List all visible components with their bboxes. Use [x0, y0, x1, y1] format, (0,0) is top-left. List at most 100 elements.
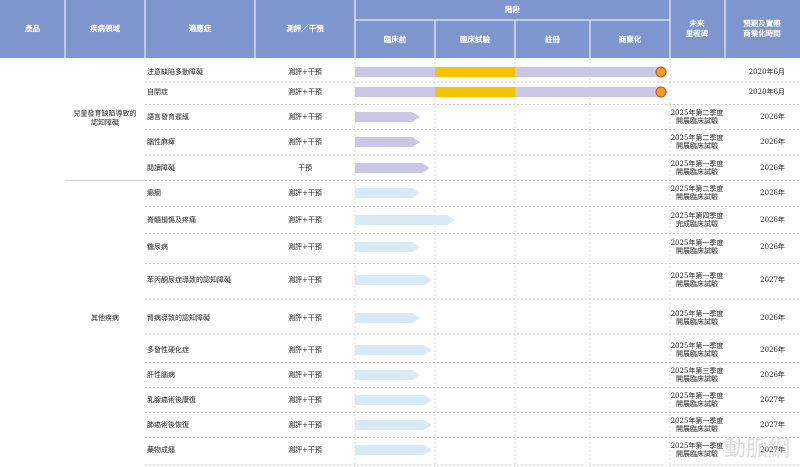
milestone: 2025年第一季度	[671, 271, 724, 280]
indication: 腎病導致的認知障礙	[147, 313, 210, 322]
milestone: 2025年第一季度	[671, 159, 724, 168]
time: 2020年6月	[749, 87, 785, 96]
milestone: 開展臨床試驗	[676, 167, 718, 176]
indication: 語言發育遲緩	[147, 112, 189, 121]
method: 測評+干預	[288, 370, 322, 379]
milestone: 開展臨床試驗	[676, 141, 718, 150]
header-cell: 未來	[690, 18, 705, 28]
method: 測評+干預	[288, 242, 322, 251]
milestone: 2025年第一季度	[671, 391, 724, 400]
time: 2027年	[760, 420, 785, 429]
group-label: 兒童發育缺陷導致的	[74, 109, 137, 118]
indication: 注意缺陷多動障礙	[147, 67, 203, 76]
header-cell: 里程碑	[686, 28, 709, 38]
milestone: 2025年第一季度	[671, 341, 724, 350]
progress-bar	[355, 242, 420, 252]
progress-bar	[355, 345, 432, 355]
progress-bar	[355, 275, 432, 285]
milestone: 2025年第一季度	[671, 309, 724, 318]
header-cell: 疾病領域	[90, 23, 120, 33]
header-cell: 註冊	[545, 34, 560, 44]
milestone: 開展臨床試驗	[676, 192, 718, 201]
milestone: 2025年第一季度	[671, 416, 724, 425]
group-label: 其他疾病	[91, 313, 119, 322]
milestone: 開展臨床試驗	[676, 374, 718, 383]
header-cell: 商業化時間	[743, 28, 781, 38]
clinical-segment	[435, 87, 515, 97]
milestone: 2025年第一季度	[671, 441, 724, 450]
progress-bar	[355, 420, 432, 430]
time: 2026年	[760, 163, 785, 172]
milestone: 開展臨床試驗	[676, 317, 718, 326]
group-label: 認知障礙	[91, 118, 119, 127]
time: 2026年	[760, 370, 785, 379]
milestone: 開展臨床試驗	[676, 449, 718, 458]
progress-bar	[355, 188, 420, 198]
indication: 苯丙酮尿症導致的認知障礙	[147, 275, 231, 284]
indication: 糖尿病	[147, 242, 168, 251]
milestone: 開展臨床試驗	[676, 116, 718, 125]
header-cell: 商業化	[619, 34, 642, 44]
milestone: 完成臨床試驗	[676, 219, 718, 228]
progress-bar	[355, 445, 432, 455]
indication: 肺癌術後恢復	[147, 420, 189, 429]
header-cell: 測評／干預	[286, 23, 324, 33]
clinical-segment	[435, 67, 515, 77]
progress-bar	[355, 313, 420, 323]
indication: 肝性腦病	[147, 370, 175, 379]
milestone: 開展臨床試驗	[676, 349, 718, 358]
time: 2027年	[760, 395, 785, 404]
time: 2026年	[760, 215, 785, 224]
method: 測評+干預	[288, 445, 322, 454]
time: 2027年	[760, 445, 785, 454]
indication: 自閉症	[147, 87, 168, 96]
progress-bar	[355, 395, 432, 405]
time: 2027年	[760, 275, 785, 284]
indication: 多發性硬化症	[147, 345, 189, 354]
milestone: 2025年第二季度	[671, 108, 724, 117]
time: 2026年	[760, 188, 785, 197]
milestone: 開展臨床試驗	[676, 246, 718, 255]
indication: 藥物成癮	[147, 445, 175, 454]
method: 測評+干預	[288, 67, 322, 76]
milestone: 開展臨床試驗	[676, 399, 718, 408]
medal-icon	[655, 66, 667, 78]
time: 2026年	[760, 137, 785, 146]
indication: 乳腺癌術後康復	[147, 395, 196, 404]
header-cell: 臨床前	[384, 34, 407, 44]
time: 2020年6月	[749, 67, 785, 76]
time: 2026年	[760, 112, 785, 121]
milestone: 2025年第三季度	[671, 366, 724, 375]
progress-bar	[355, 215, 455, 225]
method: 測評+干預	[288, 345, 322, 354]
watermark: 動脈網	[724, 437, 790, 462]
method: 測評+干預	[288, 420, 322, 429]
method: 測評+干預	[288, 137, 322, 146]
method: 測評+干預	[288, 215, 322, 224]
header-cell: 階段	[505, 4, 520, 14]
method: 測評+干預	[288, 87, 322, 96]
milestone: 開展臨床試驗	[676, 424, 718, 433]
indication: 腦性麻痺	[147, 137, 175, 146]
method: 測評+干預	[288, 188, 322, 197]
method: 測評+干預	[288, 313, 322, 322]
milestone: 2025年第二季度	[671, 133, 724, 142]
header-cell: 臨床試驗	[460, 34, 490, 44]
header-cell: 適應症	[189, 23, 212, 33]
indication: 脊髓損傷及疼痛	[147, 215, 196, 224]
milestone: 2025年第二季度	[671, 184, 724, 193]
progress-bar	[355, 163, 430, 173]
progress-bar	[355, 137, 420, 147]
header-cell: 產品	[24, 23, 40, 33]
progress-bar	[355, 112, 420, 122]
time: 2026年	[760, 313, 785, 322]
indication: 閱讀障礙	[147, 163, 175, 172]
milestone: 2025年第一季度	[671, 238, 724, 247]
method: 測評+干預	[288, 395, 322, 404]
milestone: 開展臨床試驗	[676, 279, 718, 288]
method: 測評+干預	[288, 112, 322, 121]
indication: 癲癇	[147, 188, 161, 197]
milestone: 2025年第四季度	[671, 211, 724, 220]
